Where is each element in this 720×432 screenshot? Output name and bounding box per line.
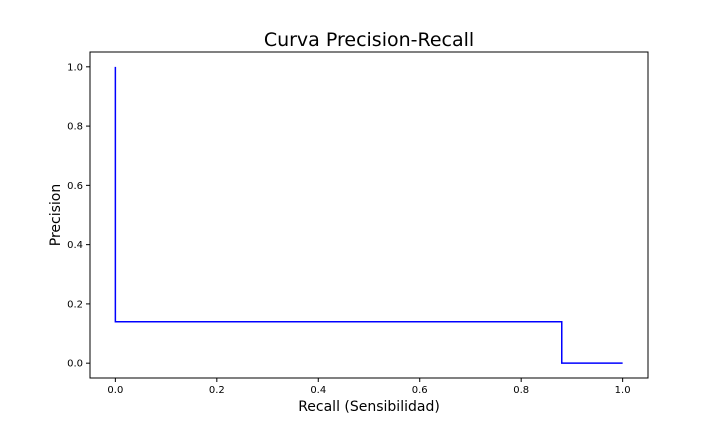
x-axis-ticks: 0.0 0.2 0.4 0.6 0.8 1.0 — [107, 378, 631, 396]
y-tick-label: 0.2 — [67, 299, 83, 310]
precision-recall-line — [114, 66, 623, 364]
chart-title: Curva Precision-Recall — [264, 29, 474, 51]
x-tick-label: 0.8 — [513, 385, 529, 396]
y-tick-label: 0.4 — [67, 240, 83, 251]
y-axis-ticks: 0.0 0.2 0.4 0.6 0.8 1.0 — [67, 62, 90, 370]
x-tick-label: 1.0 — [615, 385, 631, 396]
x-tick-label: 0.0 — [107, 385, 123, 396]
plot-area-frame — [89, 51, 649, 379]
x-tick-label: 0.2 — [209, 385, 225, 396]
x-axis-label: Recall (Sensibilidad) — [298, 399, 440, 415]
y-tick-label: 1.0 — [67, 62, 83, 73]
y-axis-label: Precision — [48, 184, 64, 246]
series-layer — [114, 66, 623, 364]
y-tick-label: 0.0 — [67, 359, 83, 370]
x-tick-label: 0.4 — [310, 385, 326, 396]
y-tick-label: 0.8 — [67, 122, 83, 133]
x-tick-label: 0.6 — [412, 385, 428, 396]
y-tick-label: 0.6 — [67, 181, 83, 192]
